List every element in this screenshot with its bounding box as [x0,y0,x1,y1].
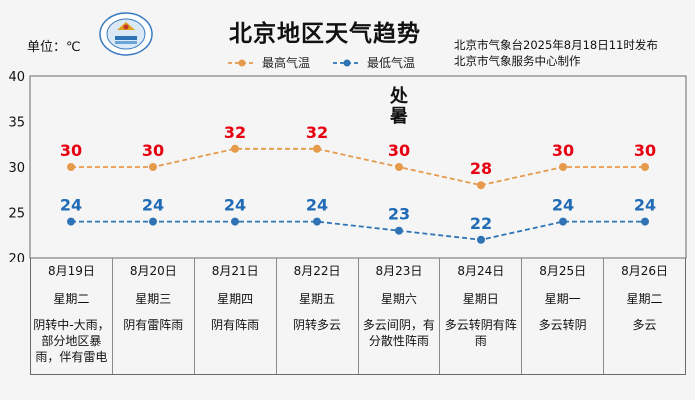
data-label-high: 32 [306,123,328,142]
legend-marker [238,59,246,67]
forecast-column: 8月25日星期一多云转阴 [522,258,605,374]
forecast-date: 8月19日 [47,264,95,278]
forecast-weekday: 星期日 [462,292,499,306]
data-point-high [641,163,649,171]
y-tick-label: 30 [8,161,25,176]
issuer-line-2: 北京市气象服务中心制作 [454,54,581,68]
data-point-low [395,226,403,235]
data-label-high: 28 [470,159,492,178]
data-point-low [559,217,567,226]
data-point-low [149,217,157,226]
forecast-date: 8月22日 [293,264,341,278]
data-point-high [559,163,567,171]
forecast-column: 8月21日星期四阴有阵雨 [195,258,277,374]
forecast-column: 8月24日星期日多云转阴有阵雨 [440,258,523,374]
data-label-low: 22 [470,214,492,233]
issuer-info: 北京市气象台2025年8月18日11时发布 北京市气象服务中心制作 [454,37,658,69]
data-point-low [67,217,75,226]
data-label-low: 24 [552,196,574,215]
series-line-low [71,220,645,241]
issuer-line-1: 北京市气象台2025年8月18日11时发布 [454,38,658,52]
forecast-weather: 多云间阴，有分散性阵雨 [362,318,435,348]
data-point-low [231,217,239,226]
forecast-date: 8月23日 [375,264,423,278]
forecast-date: 8月24日 [457,264,505,278]
data-label-low: 24 [224,196,246,215]
forecast-column: 8月20日星期三阴有雷阵雨 [113,258,195,374]
forecast-column: 8月22日星期五阴转多云 [277,258,359,374]
data-point-high [395,163,403,171]
data-label-high: 32 [224,123,246,142]
forecast-date: 8月26日 [621,264,669,278]
data-label-low: 24 [60,196,82,215]
forecast-weather: 阴转多云 [293,318,342,332]
data-label-high: 30 [60,141,82,160]
y-tick-label: 25 [8,207,25,222]
forecast-column: 8月19日星期二阴转中-大雨，部分地区暴雨，伴有雷电 [31,258,113,374]
forecast-column: 8月26日星期二多云 [604,258,685,374]
series-line-high [71,147,645,187]
y-tick-label: 20 [8,252,25,262]
forecast-weekday: 星期二 [53,292,90,306]
data-label-low: 24 [634,196,656,215]
data-point-high [477,181,485,190]
data-point-high [67,163,75,171]
data-label-high: 30 [142,141,164,160]
forecast-weekday: 星期五 [299,292,336,306]
data-label-high: 30 [552,141,574,160]
data-label-low: 24 [306,196,328,215]
legend-marker [343,59,351,67]
forecast-date: 8月21日 [211,264,259,278]
data-label-low: 24 [142,196,164,215]
data-point-low [641,217,649,226]
data-point-high [313,144,321,153]
forecast-table: 8月19日 星期二 阴转中-大雨，部分地区暴雨，伴有雷电 8月20日 星期三 阴有雷阵雨 8… [30,258,686,375]
forecast-date: 8月20日 [129,264,177,278]
solar-term-annotation: 处 [389,85,409,107]
forecast-column: 8月23日星期六多云间阴，有分散性阵雨 [359,258,441,374]
data-label-high: 30 [388,141,410,160]
forecast-weather: 多云转阴有阵雨 [444,318,517,348]
page-title: 北京地区天气趋势 [229,21,421,47]
data-point-high [149,163,157,171]
forecast-weather: 多云 [632,318,657,332]
forecast-weather: 阴转中-大雨，部分地区暴雨，伴有雷电 [33,318,110,364]
forecast-weekday: 星期六 [380,292,417,306]
forecast-weekday: 星期一 [544,292,581,306]
data-point-high [231,144,239,153]
forecast-date: 8月25日 [539,264,587,278]
data-label-low: 23 [388,205,410,224]
forecast-weekday: 星期四 [217,292,254,306]
forecast-weekday: 星期三 [135,292,172,306]
y-tick-label: 35 [8,116,25,131]
meteorological-logo-icon [99,12,153,56]
data-point-low [477,235,485,244]
y-tick-label: 40 [8,70,25,85]
legend-low: 最低气温 [367,55,415,70]
data-point-low [313,217,321,226]
forecast-weather: 阴有雷阵雨 [123,318,184,332]
solar-term-annotation: 暑 [390,106,408,127]
forecast-weather: 多云转阴 [538,318,587,332]
legend-high: 最高气温 [262,55,310,70]
unit-label: 单位：℃ [27,40,81,55]
data-label-high: 30 [634,141,656,160]
temperature-chart: 20 25 30 35 40 最高气温 最低气温 30 30 32 32 30 28 30 30 24 24 24… [8,55,687,262]
forecast-weekday: 星期二 [626,292,663,306]
forecast-weather: 阴有阵雨 [211,318,260,332]
